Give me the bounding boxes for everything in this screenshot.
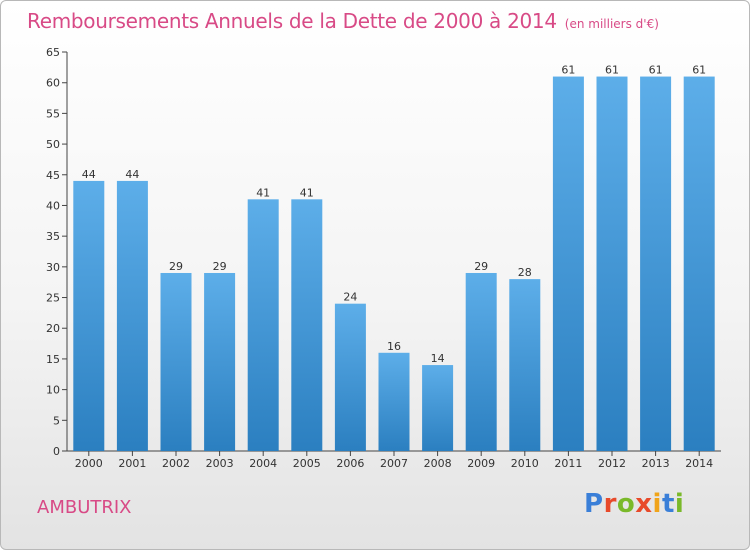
x-tick-label-2009: 2009 (467, 457, 495, 470)
data-label-2006: 24 (343, 291, 357, 304)
bar-2013 (640, 76, 672, 452)
logo-letter: x (635, 489, 653, 519)
data-label-2000: 44 (82, 168, 96, 181)
y-tick-label: 10 (46, 384, 60, 397)
bars: 44 44 29 29 41 41 24 16 14 29 28 61 61 61 61 (73, 64, 715, 452)
x-tick-label-2003: 2003 (206, 457, 234, 470)
y-tick-label: 5 (53, 414, 60, 427)
x-tick-label-2013: 2013 (642, 457, 670, 470)
data-label-2010: 28 (518, 266, 532, 279)
bar-2011 (552, 76, 584, 452)
y-tick-label: 40 (46, 199, 60, 212)
y-tick-label: 45 (46, 169, 60, 182)
bar-2009 (465, 272, 497, 451)
logo-letter: i (674, 489, 685, 519)
bar-2006 (334, 303, 366, 451)
bar-2014 (683, 76, 715, 452)
x-tick-label-2011: 2011 (554, 457, 582, 470)
bar-2003 (204, 272, 236, 451)
bar-2008 (422, 365, 454, 451)
commune-name: AMBUTRIX (37, 497, 132, 518)
chart-title: Remboursements Annuels de la Dette de 20… (27, 9, 659, 33)
proxiti-logo: Proxiti (584, 489, 684, 519)
bar-2001 (116, 180, 148, 451)
bar-2004 (247, 199, 279, 451)
y-tick-label: 60 (46, 77, 60, 90)
data-label-2014: 61 (692, 64, 706, 77)
x-tick-label-2002: 2002 (162, 457, 190, 470)
data-label-2011: 61 (561, 64, 575, 77)
y-tick-label: 0 (53, 445, 60, 458)
y-tick-label: 50 (46, 138, 60, 151)
x-tick-label-2006: 2006 (336, 457, 364, 470)
data-label-2002: 29 (169, 260, 183, 273)
data-label-2013: 61 (649, 64, 663, 77)
x-tick-label-2004: 2004 (249, 457, 277, 470)
logo-letter: t (661, 489, 675, 519)
logo-letter: i (652, 489, 662, 519)
data-label-2004: 41 (256, 186, 270, 199)
bar-2010 (509, 279, 541, 451)
logo-letter: P (584, 489, 604, 519)
x-tick-label-2005: 2005 (293, 457, 321, 470)
bar-2005 (291, 199, 323, 451)
bar-2012 (596, 76, 628, 452)
bar-2007 (378, 352, 410, 451)
x-tick-label-2001: 2001 (118, 457, 146, 470)
x-tick-label-2000: 2000 (75, 457, 103, 470)
y-axis: 0 5 10 15 20 25 30 35 40 45 50 55 60 65 (46, 46, 68, 458)
y-tick-label: 25 (46, 292, 60, 305)
data-label-2012: 61 (605, 64, 619, 77)
x-tick-label-2010: 2010 (511, 457, 539, 470)
x-tick-label-2012: 2012 (598, 457, 626, 470)
y-tick-label: 20 (46, 322, 60, 335)
y-tick-label: 35 (46, 230, 60, 243)
data-label-2005: 41 (300, 186, 314, 199)
y-tick-label: 65 (46, 46, 60, 59)
data-label-2009: 29 (474, 260, 488, 273)
x-axis: 2000 2001 2002 2003 2004 2005 2006 2007 2008 2009… (67, 450, 721, 470)
bar-2000 (73, 180, 105, 451)
data-label-2001: 44 (125, 168, 139, 181)
data-label-2008: 14 (431, 352, 445, 365)
y-tick-label: 15 (46, 353, 60, 366)
bar-2002 (160, 272, 192, 451)
x-tick-label-2008: 2008 (424, 457, 452, 470)
x-tick-label-2014: 2014 (685, 457, 713, 470)
data-label-2007: 16 (387, 340, 401, 353)
chart-unit: (en milliers d'€) (564, 17, 659, 31)
data-label-2003: 29 (213, 260, 227, 273)
y-tick-label: 30 (46, 261, 60, 274)
logo-letter: r (603, 489, 617, 519)
chart-title-text: Remboursements Annuels de la Dette de 20… (27, 9, 557, 33)
logo-letter: o (616, 489, 636, 519)
x-tick-label-2007: 2007 (380, 457, 408, 470)
y-tick-label: 55 (46, 107, 60, 120)
